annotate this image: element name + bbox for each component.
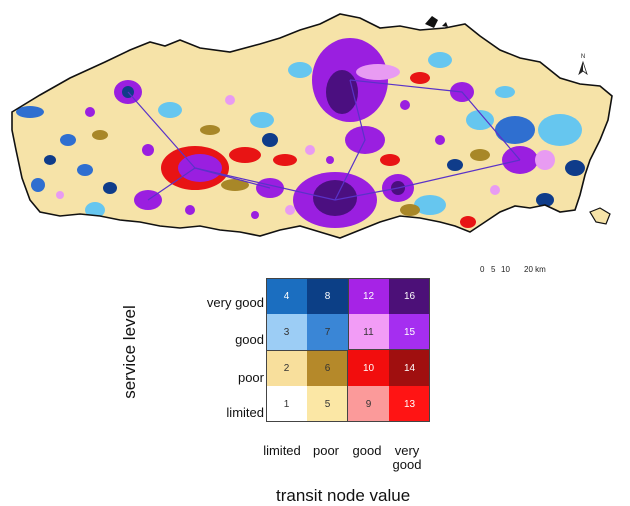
legend-cell: 16 [389, 278, 430, 314]
legend-cell: 7 [307, 314, 348, 350]
map-panel: N [11, 13, 613, 239]
legend-cell: 3 [266, 314, 307, 350]
col-label-good: good [352, 443, 382, 458]
row-label-poor: poor [237, 370, 264, 385]
row-label-very-good: very good [206, 295, 264, 310]
scale-tick-0: 0 [480, 265, 485, 274]
legend-cell: 2 [266, 350, 307, 386]
legend-cell: 12 [348, 278, 389, 314]
legend-cell: 1 [266, 386, 307, 422]
north-arrow: N [578, 54, 588, 76]
legend-y-title: service level [120, 305, 139, 399]
scale-tick-10: 10 [501, 265, 510, 274]
transit-lines [127, 79, 521, 201]
legend-x-title: transit node value [276, 486, 411, 505]
legend-frame [266, 350, 348, 422]
legend-cell: 6 [307, 350, 348, 386]
legend-cell: 15 [389, 314, 430, 350]
legend-cell: 8 [307, 278, 348, 314]
enclave-shape [425, 16, 438, 28]
legend-cell: 13 [389, 386, 430, 422]
enclave-shape [442, 22, 448, 27]
scale-tick-5: 5 [491, 265, 496, 274]
legend-cell: 9 [348, 386, 389, 422]
scale-tick-20: 20 km [524, 265, 546, 274]
legend-cell: 11 [348, 314, 389, 350]
legend-cell: 14 [389, 350, 430, 386]
legend-cell: 10 [348, 350, 389, 386]
col-label-poor: poor [312, 443, 340, 458]
row-label-good: good [235, 332, 264, 347]
legend-cell: 4 [266, 278, 307, 314]
north-label: N [581, 54, 585, 60]
region-boundary [11, 13, 613, 239]
legend-frame [348, 278, 430, 350]
row-label-limited: limited [226, 405, 264, 420]
col-label-very-good: very good [392, 443, 422, 472]
legend-cell: 5 [307, 386, 348, 422]
enclave-shape [589, 207, 611, 225]
col-label-limited: limited [263, 443, 301, 458]
flanders-region [12, 14, 612, 238]
